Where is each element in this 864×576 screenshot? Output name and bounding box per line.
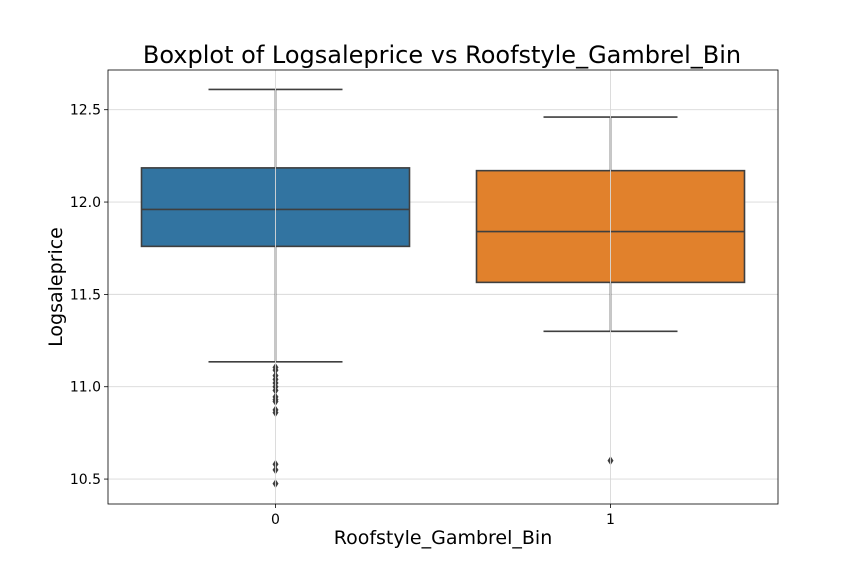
y-tick-label: 10.5 (70, 472, 101, 488)
plot-frame (107, 69, 779, 505)
y-tick-label: 12.5 (70, 103, 101, 119)
y-tick-label: 12.0 (70, 195, 101, 211)
box-group (140, 88, 746, 489)
x-tick-label: 1 (606, 512, 615, 528)
chart-title: Boxplot of Logsaleprice vs Roofstyle_Gam… (143, 41, 741, 69)
x-tick-label: 0 (271, 512, 280, 528)
y-axis-label: Logsaleprice (45, 227, 67, 347)
y-tick-label: 11.5 (70, 287, 101, 303)
y-tick-label: 11.0 (70, 380, 101, 396)
x-axis-label: Roofstyle_Gambrel_Bin (334, 527, 553, 549)
grid-lines (108, 109, 778, 480)
vertical-grid-lines (275, 70, 611, 504)
y-axis-ticks: 10.5 11.0 11.5 12.0 12.5 (70, 103, 108, 488)
